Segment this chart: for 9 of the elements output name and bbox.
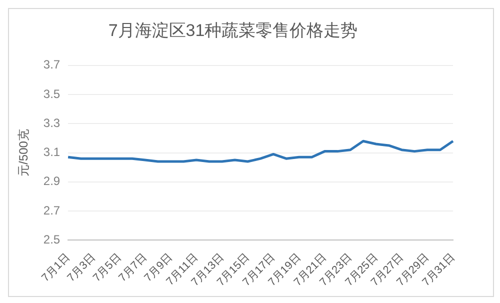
- y-tick-label: 3.5: [43, 86, 60, 101]
- y-tick-label: 2.7: [43, 203, 60, 218]
- chart-title: 7月海淀区31种蔬菜零售价格走势: [108, 20, 358, 40]
- y-tick-label: 3.1: [43, 145, 60, 160]
- y-tick-label: 2.5: [43, 232, 60, 246]
- y-tick-label: 2.9: [43, 174, 60, 188]
- y-axis-title: 元/500克: [16, 129, 31, 176]
- y-tick-label: 3.3: [43, 116, 60, 130]
- y-tick-label: 3.7: [43, 58, 60, 72]
